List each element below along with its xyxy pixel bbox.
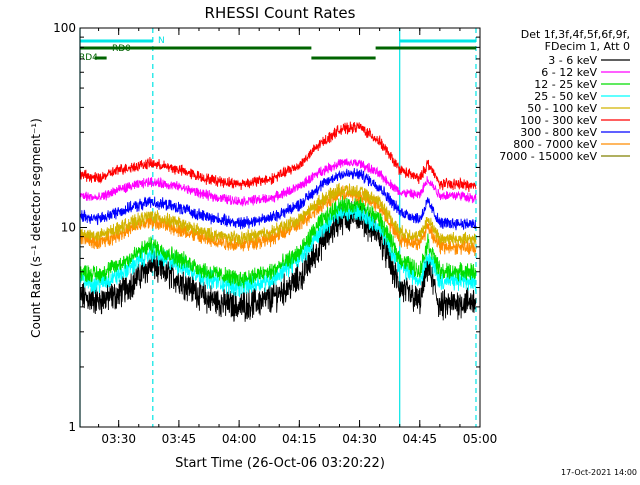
- legend-label: 3 - 6 keV: [548, 54, 597, 67]
- series-line-0: [79, 201, 477, 322]
- legend-header-line: Det 1f,3f,4f,5f,6f,9f,: [521, 28, 630, 41]
- legend-label: 7000 - 15000 keV: [499, 150, 597, 163]
- y-tick-label: 10: [61, 221, 76, 235]
- series-layer: [79, 121, 477, 322]
- legend-label: 800 - 7000 keV: [513, 138, 597, 151]
- x-axis-label: Start Time (26-Oct-06 03:20:22): [175, 456, 385, 471]
- x-tick-label: 04:15: [282, 432, 317, 446]
- rd0-flag-label: RD0: [112, 44, 131, 54]
- x-tick-label: 04:45: [402, 432, 437, 446]
- legend-label: 12 - 25 keV: [534, 78, 597, 91]
- footer-date: 17-Oct-2021 14:00: [561, 468, 637, 477]
- series-line-5: [79, 121, 477, 193]
- n-flag-label: N: [158, 36, 165, 46]
- chart-title: RHESSI Count Rates: [205, 4, 356, 22]
- series-line-6: [79, 167, 477, 231]
- legend-label: 300 - 800 keV: [520, 126, 597, 139]
- legend-label: 25 - 50 keV: [534, 90, 597, 103]
- series-line-4: [79, 182, 477, 248]
- legend-label: 6 - 12 keV: [541, 66, 597, 79]
- y-tick-label: 1: [68, 420, 76, 434]
- x-tick-label: 03:45: [162, 432, 197, 446]
- y-axis-label: Count Rate (s⁻¹ detector segment⁻¹): [29, 118, 43, 338]
- x-tick-label: 04:30: [342, 432, 377, 446]
- axes: 03:30 03:45 04:00 04:15 04:30 04:45 05:00 1 10 10…: [53, 21, 497, 446]
- rd4-flag-label: RD4: [79, 53, 98, 63]
- x-tick-label: 04:00: [222, 432, 257, 446]
- x-tick-label: 05:00: [463, 432, 498, 446]
- series-line-2: [79, 195, 477, 289]
- legend-header-line: FDecim 1, Att 0: [545, 40, 630, 53]
- legend-label: 50 - 100 keV: [527, 102, 597, 115]
- x-tick-label: 03:30: [101, 432, 136, 446]
- series-line-1: [79, 158, 477, 207]
- legend: Det 1f,3f,4f,5f,6f,9f,FDecim 1, Att 03 -…: [499, 28, 630, 163]
- y-tick-label: 100: [53, 21, 76, 35]
- legend-label: 100 - 300 keV: [520, 114, 597, 127]
- flag-bars: [80, 39, 476, 60]
